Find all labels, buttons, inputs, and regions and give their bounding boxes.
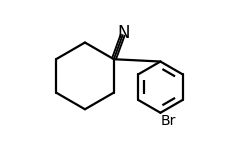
Text: Br: Br (160, 114, 175, 128)
Text: N: N (117, 24, 129, 42)
